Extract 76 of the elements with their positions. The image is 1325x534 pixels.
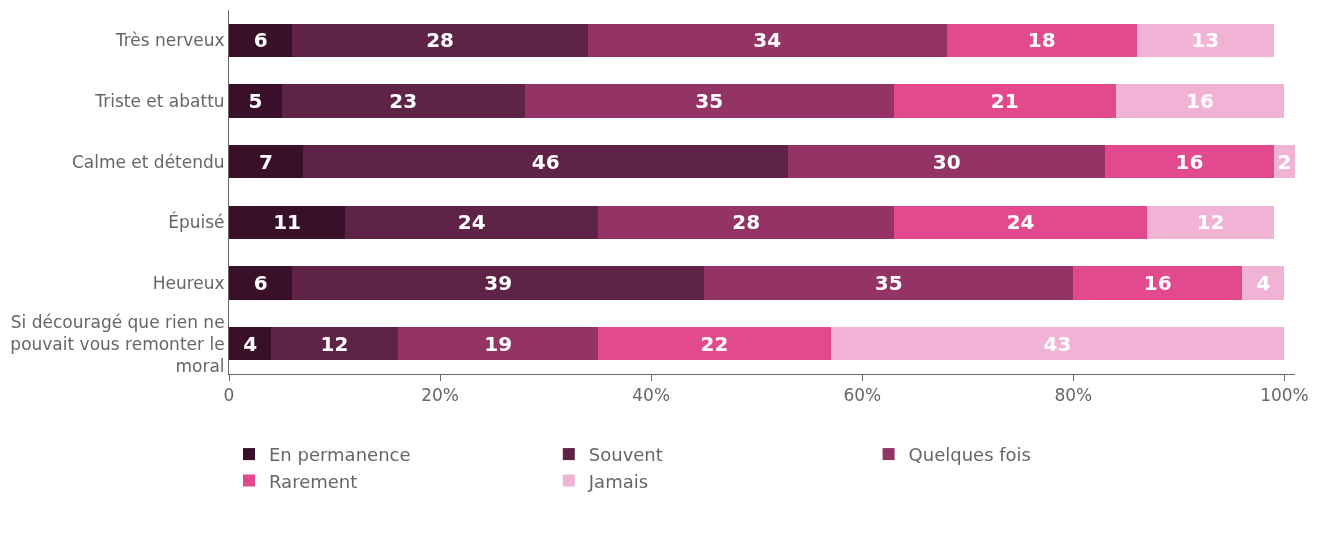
- bar: [397, 326, 599, 361]
- bar: [271, 326, 398, 361]
- bar: [229, 205, 346, 240]
- data-label: 22: [700, 331, 729, 356]
- data-label: 16: [1143, 271, 1172, 295]
- x-tick-label: 40%: [632, 385, 671, 406]
- y-tick-label: Triste et abattu: [94, 90, 225, 111]
- data-label: 21: [990, 89, 1019, 113]
- data-label: 35: [874, 271, 903, 295]
- data-label: 24: [457, 210, 486, 235]
- data-label: 16: [1186, 89, 1214, 113]
- bar: [1147, 205, 1274, 240]
- x-tick-label: 100%: [1260, 385, 1309, 406]
- legend-label: Quelques fois: [908, 444, 1031, 466]
- bar: [703, 266, 1074, 300]
- y-tick-label: Calme et détendu: [71, 151, 225, 172]
- bar: [946, 23, 1137, 58]
- data-label: 30: [932, 149, 961, 174]
- y-tick-label: Heureux: [152, 272, 225, 293]
- bar: [1115, 84, 1285, 118]
- bar: [292, 23, 588, 58]
- data-label: 46: [531, 149, 560, 174]
- bar: [830, 326, 1285, 361]
- data-label: 12: [320, 331, 349, 356]
- data-label: 19: [484, 331, 513, 356]
- data-label: 23: [389, 89, 418, 113]
- bar: [598, 205, 894, 240]
- data-label: 6: [253, 271, 268, 295]
- data-label: 11: [273, 210, 301, 235]
- data-label: 39: [484, 271, 513, 295]
- data-label: 13: [1191, 28, 1220, 53]
- data-label: 4: [243, 331, 258, 356]
- data-label: 4: [1256, 271, 1271, 295]
- legend-label: Jamais: [587, 470, 649, 492]
- bar: [292, 266, 704, 300]
- data-label: 35: [695, 89, 724, 113]
- bar: [1242, 266, 1285, 300]
- bar: [345, 205, 599, 240]
- data-label: 43: [1043, 331, 1072, 356]
- bar: [598, 326, 831, 361]
- data-label: 28: [426, 28, 455, 53]
- bar: [524, 84, 894, 118]
- data-label: 2: [1277, 149, 1292, 174]
- y-tick-label: Si découragé que rien ne pouvait vous remonter le moral: [10, 311, 225, 376]
- data-label: 6: [253, 28, 268, 53]
- bar: [229, 84, 282, 118]
- bar: [302, 144, 789, 179]
- bar: [1136, 23, 1274, 58]
- bar: [229, 144, 303, 179]
- data-label: 28: [732, 210, 761, 235]
- legend-label: Rarement: [269, 470, 358, 492]
- bar: [229, 326, 272, 361]
- data-label: 5: [248, 89, 263, 113]
- bar: [893, 205, 1148, 240]
- bar: [893, 84, 1116, 118]
- y-tick-label: Épuisé: [168, 211, 225, 233]
- legend-label: Souvent: [588, 444, 663, 466]
- data-label: 34: [753, 28, 782, 53]
- data-label: 18: [1027, 28, 1056, 53]
- data-label: 16: [1175, 149, 1204, 174]
- data-label: 24: [1006, 210, 1035, 235]
- x-tick-label: 80%: [1054, 385, 1093, 406]
- y-tick-label: Très nerveux: [114, 30, 225, 51]
- data-label: 12: [1196, 210, 1225, 235]
- x-tick-label: 20%: [421, 385, 459, 406]
- bar: [1073, 266, 1243, 300]
- legend-label: En permanence: [269, 444, 411, 466]
- bar: [587, 23, 947, 58]
- data-label: 7: [258, 149, 273, 174]
- x-tick-label: 0: [223, 385, 235, 406]
- bar: [229, 23, 293, 58]
- x-tick-label: 60%: [843, 385, 882, 406]
- bar: [229, 266, 293, 300]
- bar: [281, 84, 525, 118]
- bar: [1105, 144, 1274, 179]
- bar: [788, 144, 1106, 179]
